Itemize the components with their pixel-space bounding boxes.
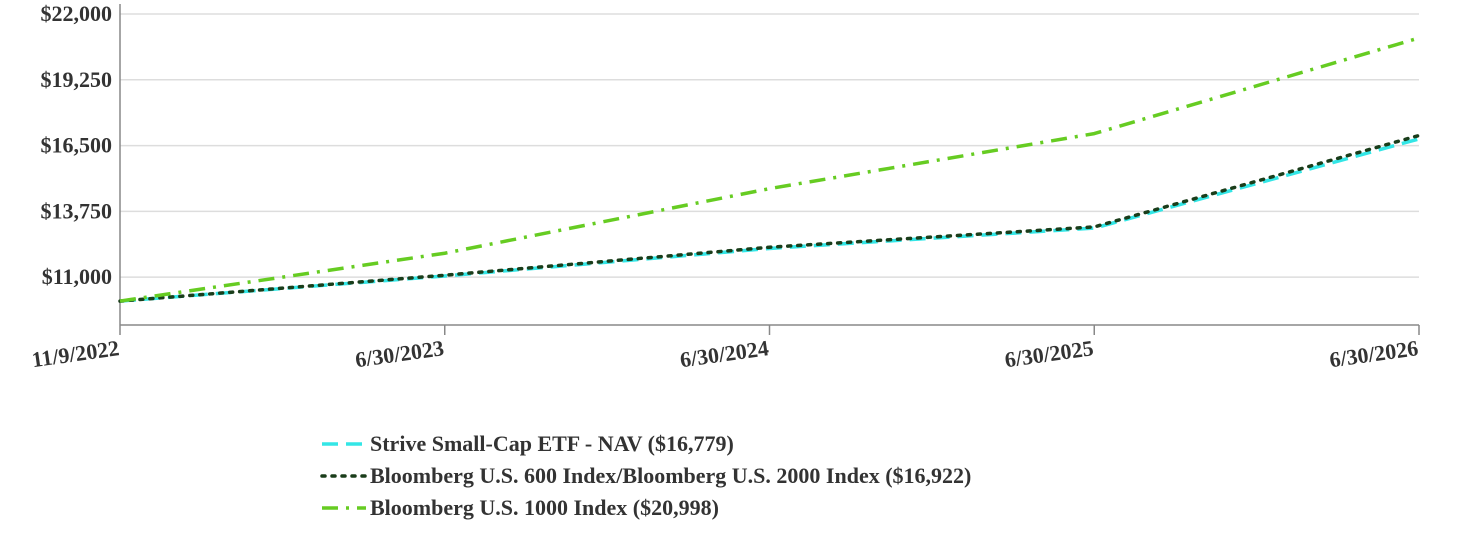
legend-item: Bloomberg U.S. 1000 Index ($20,998) [320,492,971,524]
line-chart: $11,000 $13,750 $16,500 $19,250 $22,000 11/9… [30,1,1421,372]
legend-swatch [322,506,366,510]
legend: Strive Small-Cap ETF - NAV ($16,779) Bloo… [320,428,971,524]
y-tick-label: $19,250 [41,67,113,92]
y-tick-label: $16,500 [41,133,113,158]
x-tick-label: 11/9/2022 [30,335,121,372]
legend-label: Strive Small-Cap ETF - NAV ($16,779) [370,431,734,456]
axes [119,4,1420,335]
legend-swatch [320,474,368,478]
series-line-3 [119,36,1420,303]
x-tick-labels: 11/9/2022 6/30/2023 6/30/2024 6/30/2025 6/30… [30,335,1420,372]
legend-item: Bloomberg U.S. 600 Index/Bloomberg U.S. … [320,460,971,492]
legend-swatch [322,442,366,446]
y-tick-label: $13,750 [41,198,113,223]
y-tick-labels: $11,000 $13,750 $16,500 $19,250 $22,000 [41,1,113,289]
x-tick-label: 6/30/2024 [678,335,770,372]
x-tick-label: 6/30/2026 [1328,335,1420,372]
legend-label: Bloomberg U.S. 600 Index/Bloomberg U.S. … [370,463,972,488]
gridlines [120,13,1419,278]
legend-item: Strive Small-Cap ETF - NAV ($16,779) [320,428,971,460]
series-lines [118,36,1421,303]
y-tick-label: $11,000 [42,264,112,289]
series-line-2 [118,133,1421,303]
x-tick-label: 6/30/2023 [354,335,446,372]
y-tick-label: $22,000 [41,1,113,26]
legend-label: Bloomberg U.S. 1000 Index ($20,998) [370,495,719,520]
x-tick-label: 6/30/2025 [1003,335,1095,372]
